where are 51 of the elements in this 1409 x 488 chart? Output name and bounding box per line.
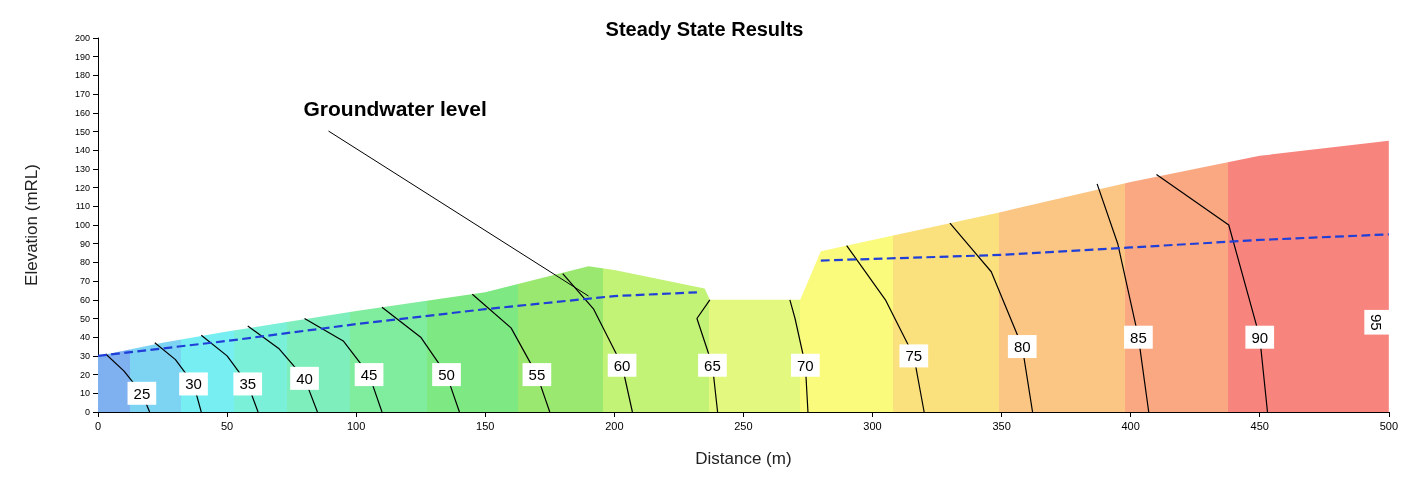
y-tick-label: 110 [75, 201, 90, 212]
x-tick-label: 450 [1250, 419, 1269, 432]
x-tick-label: 350 [992, 419, 1011, 432]
series-label: 65 [704, 356, 721, 374]
y-tick-label: 90 [79, 238, 90, 249]
x-tick-label: 50 [220, 419, 234, 432]
y-tick-label: 180 [74, 70, 90, 81]
y-tick-label: 20 [79, 369, 90, 380]
series-label: 75 [905, 347, 923, 365]
y-tick-label: 190 [74, 51, 90, 62]
series-label: 50 [438, 366, 455, 384]
x-tick-label: 200 [605, 419, 624, 432]
y-tick-label: 120 [74, 182, 90, 193]
y-tick-label: 170 [74, 89, 90, 100]
series-label: 40 [296, 369, 313, 387]
y-tick-label: 80 [79, 257, 90, 268]
y-tick-label: 30 [79, 350, 90, 361]
y-tick-label: 0 [84, 407, 90, 417]
x-tick-label: 100 [346, 419, 366, 432]
x-tick-label: 500 [1379, 419, 1398, 432]
series-label: 80 [1013, 338, 1031, 356]
y-tick-label: 60 [79, 294, 90, 305]
y-tick-label: 50 [79, 313, 90, 324]
y-tick-label: 140 [74, 145, 90, 156]
x-tick-label: 300 [863, 419, 882, 432]
annotation: 95 [1368, 313, 1386, 331]
y-tick-label: 70 [79, 276, 90, 287]
y-axis-title: Elevation (mRL) [22, 164, 41, 286]
series-label: 55 [528, 366, 546, 384]
series-label: 90 [1251, 328, 1269, 346]
x-tick-label: 400 [1121, 419, 1140, 432]
series-label: 85 [1130, 328, 1147, 346]
series-label: 25 [133, 384, 151, 402]
x-tick-label: 250 [734, 419, 753, 432]
series-label: 45 [360, 366, 378, 384]
y-tick-label: 40 [79, 332, 90, 343]
series-label: 35 [239, 375, 257, 393]
y-tick-label: 200 [74, 33, 90, 43]
annotation: Groundwater level [303, 97, 487, 121]
y-tick-label: 10 [79, 388, 90, 399]
x-tick-label: 0 [94, 419, 102, 432]
y-tick-label: 130 [74, 163, 90, 174]
y-tick-label: 150 [74, 126, 90, 137]
x-tick-label: 150 [476, 419, 495, 432]
series-label: 30 [185, 375, 202, 393]
series-label: 60 [613, 356, 631, 374]
y-tick-label: 160 [74, 107, 90, 118]
series-label: 70 [797, 356, 814, 374]
y-tick-label: 100 [74, 220, 90, 230]
x-axis-title: Distance (m) [695, 449, 792, 468]
chart-title: Steady State Results [605, 18, 804, 40]
